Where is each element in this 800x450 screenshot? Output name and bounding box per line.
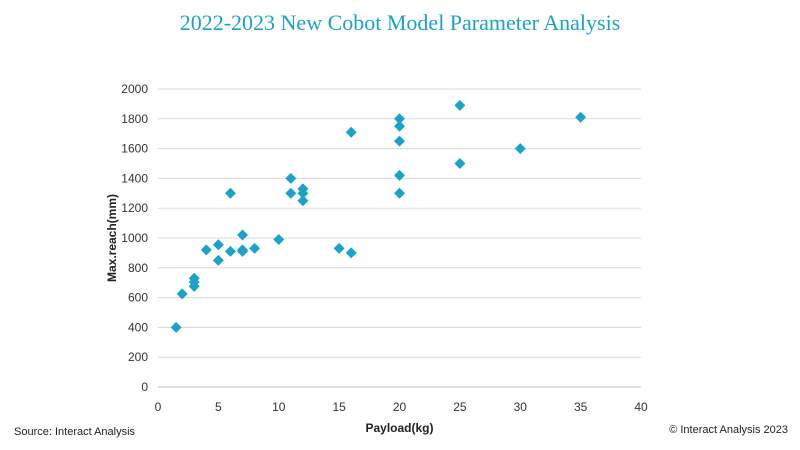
data-point: [212, 239, 224, 251]
x-axis-ticks: 0 5 10 15 20 25 30 35 40: [155, 400, 648, 414]
x-tick-label: 40: [634, 400, 648, 414]
source-note: Source: Interact Analysis: [14, 426, 136, 438]
data-point: [200, 244, 212, 256]
y-axis-title: Max.reach(mm): [105, 194, 119, 282]
x-tick-label: 25: [453, 400, 467, 414]
data-point: [297, 195, 309, 207]
data-point: [575, 111, 587, 123]
data-point: [237, 244, 249, 256]
data-points: [170, 99, 587, 333]
data-point: [394, 187, 405, 199]
x-tick-label: 15: [332, 400, 346, 414]
data-point: [394, 135, 405, 147]
x-tick-label: 35: [574, 400, 588, 414]
data-point: [394, 113, 405, 125]
x-tick-label: 30: [514, 400, 528, 414]
y-tick-label: 600: [128, 291, 148, 305]
data-point: [237, 229, 249, 241]
data-point: [297, 183, 309, 195]
y-tick-label: 800: [128, 261, 148, 275]
x-tick-label: 0: [155, 400, 162, 414]
y-tick-label: 400: [128, 320, 148, 334]
y-tick-label: 1000: [121, 231, 148, 245]
y-tick-label: 200: [128, 350, 148, 364]
chart-title: 2022-2023 New Cobot Model Parameter Anal…: [179, 10, 621, 35]
data-point: [224, 187, 236, 199]
y-axis-ticks: 0 200 400 600 800 1000 1200 1400 1600 1800 2000: [121, 82, 148, 394]
y-tick-label: 1200: [121, 201, 148, 215]
data-point: [333, 242, 345, 254]
data-point: [176, 288, 188, 300]
data-point: [345, 126, 357, 138]
x-tick-label: 10: [272, 400, 286, 414]
y-tick-label: 2000: [121, 82, 148, 96]
x-tick-label: 20: [393, 400, 407, 414]
x-tick-label: 5: [215, 400, 222, 414]
data-point: [345, 247, 357, 259]
y-tick-label: 1400: [121, 171, 148, 185]
data-point: [249, 242, 261, 254]
y-tick-label: 0: [141, 380, 148, 394]
data-point: [454, 158, 466, 169]
data-point: [224, 245, 236, 257]
x-axis-title: Payload(kg): [365, 421, 433, 435]
copyright-note: © Interact Analysis 2023: [669, 424, 788, 436]
data-point: [285, 172, 297, 184]
y-tick-label: 1600: [121, 142, 148, 156]
gridlines: [158, 88, 641, 358]
data-point: [454, 99, 466, 111]
data-point: [394, 169, 405, 181]
data-point: [188, 272, 200, 284]
data-point: [170, 321, 182, 333]
data-point: [285, 187, 297, 199]
data-point: [212, 254, 224, 266]
data-point: [273, 233, 285, 245]
data-point: [394, 120, 405, 132]
data-point: [514, 143, 526, 155]
y-tick-label: 1800: [121, 112, 148, 126]
